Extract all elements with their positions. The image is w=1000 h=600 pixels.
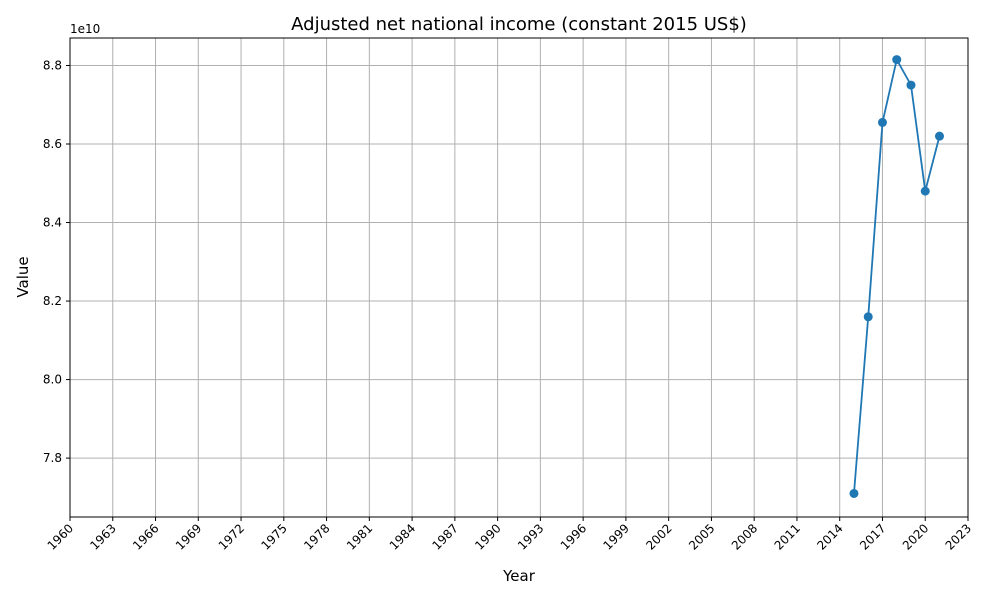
x-tick-label: 2014 <box>814 521 845 552</box>
x-tick-label: 1981 <box>344 521 375 552</box>
x-tick-label: 2002 <box>643 521 674 552</box>
data-point <box>863 312 873 322</box>
series-line <box>853 57 941 494</box>
y-tick-label: 8.2 <box>43 294 62 308</box>
x-tick-label: 2023 <box>943 521 974 552</box>
x-tick-label: 1984 <box>387 521 418 552</box>
x-tick-label: 2008 <box>729 521 760 552</box>
x-tick-label: 1960 <box>45 521 76 552</box>
x-tick-label: 1999 <box>601 521 632 552</box>
plot-frame <box>69 37 969 518</box>
x-tick-label: 1996 <box>558 521 589 552</box>
x-tick-label: 1990 <box>472 521 503 552</box>
x-tick-label: 1993 <box>515 521 546 552</box>
x-tick-label: 1972 <box>216 521 247 552</box>
y-tick-label: 8.6 <box>43 137 62 151</box>
x-tick-label: 1978 <box>301 521 332 552</box>
series-layer <box>849 55 944 498</box>
x-tick-label: 1966 <box>130 521 161 552</box>
y-offset-text: 1e10 <box>70 22 100 36</box>
chart-title: Adjusted net national income (constant 2… <box>291 14 747 35</box>
y-tick-label: 8.8 <box>43 58 62 72</box>
x-tick-label: 1969 <box>173 521 204 552</box>
y-tick-label: 7.8 <box>43 451 62 465</box>
x-tick-label: 1963 <box>87 521 118 552</box>
data-point <box>934 131 944 141</box>
y-tick-label: 8.4 <box>43 216 62 230</box>
data-point <box>892 55 902 65</box>
x-tick-label: 1975 <box>258 521 289 552</box>
x-axis-label: Year <box>502 567 536 585</box>
ticks-layer: 1960 1963 1966 1969 1972 1975 1978 1981 1984 1987… <box>43 58 974 552</box>
data-point <box>877 117 887 127</box>
data-point <box>849 488 859 498</box>
x-tick-label: 2020 <box>900 521 931 552</box>
data-point <box>906 80 916 90</box>
x-tick-label: 2005 <box>686 521 717 552</box>
y-tick-label: 8.0 <box>43 373 62 387</box>
x-tick-label: 2017 <box>857 521 888 552</box>
data-point <box>920 186 930 196</box>
y-axis-label: Value <box>14 256 32 297</box>
x-tick-label: 2011 <box>772 521 803 552</box>
grid-layer <box>69 38 969 517</box>
x-tick-label: 1987 <box>429 521 460 552</box>
